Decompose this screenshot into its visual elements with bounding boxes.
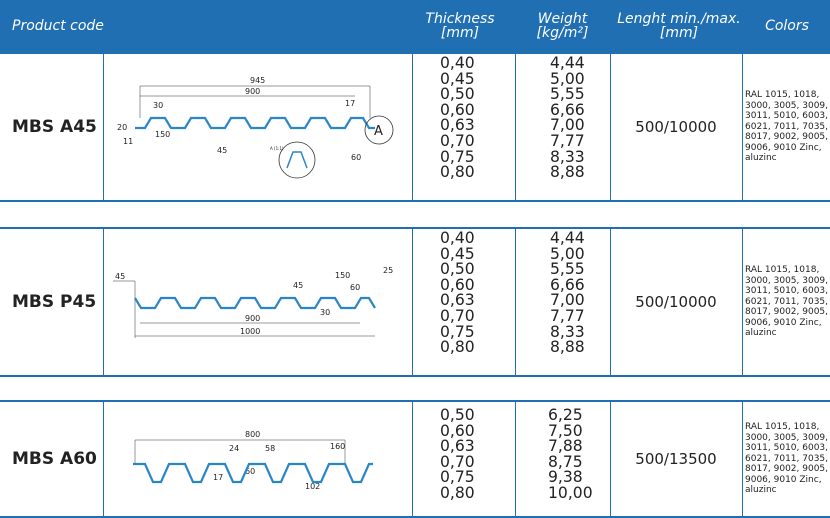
dim-17: 17	[345, 99, 355, 108]
dim-60: 60	[245, 467, 255, 476]
dim-58: 58	[265, 444, 275, 453]
product-code: MBS P45	[12, 292, 97, 312]
dim-160: 160	[330, 442, 345, 451]
dim-25: 25	[383, 266, 393, 275]
profile-drawing-a45: 945 900 30 17 20 11 150 45 60 A A (1:1)	[117, 76, 394, 179]
cell-divider	[412, 54, 413, 200]
product-row-a60: MBS A60 0,50 0,60 0,63 0,70 0,75 0,80 6,25 7,5…	[0, 400, 830, 518]
colors-list: RAL 1015, 1018, 3000, 3005, 3009, 3011, …	[745, 422, 829, 496]
header-product-code: Product code	[12, 18, 104, 34]
dim-17: 17	[213, 473, 223, 482]
dim-30: 30	[153, 101, 163, 110]
product-code: MBS A60	[12, 449, 97, 469]
header-weight: Weight [kg/m²]	[536, 11, 589, 41]
product-row-a45: MBS A45 0,40 0,45 0,50 0,60 0,63 0,70 0,75 0,80…	[0, 52, 830, 202]
dim-45-mid: 45	[293, 281, 303, 290]
detail-label: A	[374, 124, 383, 139]
cell-divider	[103, 54, 104, 200]
dim-24: 24	[229, 444, 239, 453]
header-colors: Colors	[765, 18, 809, 34]
thickness-list: 0,50 0,60 0,63 0,70 0,75 0,80	[440, 406, 475, 502]
cell-divider	[515, 54, 516, 200]
dim-11: 11	[123, 137, 133, 146]
length-value: 500/10000	[635, 118, 717, 136]
cell-divider	[515, 402, 516, 516]
thickness-list: 0,40 0,45 0,50 0,60 0,63 0,70 0,75 0,80	[440, 229, 475, 357]
dim-150: 150	[155, 130, 170, 139]
dim-45: 45	[217, 146, 227, 155]
cell-divider	[412, 229, 413, 375]
dim-945: 945	[250, 76, 265, 85]
header-length: Lenght min./max. [mm]	[617, 11, 741, 41]
weight-list: 4,44 5,00 5,55 6,66 7,00 7,77 8,33 8,88	[550, 54, 585, 182]
product-row-p45: MBS P45 0,40 0,45 0,50 0,60 0,63 0,70 0,75 0,80…	[0, 227, 830, 377]
cell-divider	[610, 229, 611, 375]
product-code: MBS A45	[12, 117, 97, 137]
cell-divider	[742, 229, 743, 375]
cell-divider	[515, 229, 516, 375]
dim-30: 30	[320, 308, 330, 317]
dim-1000: 1000	[240, 327, 260, 336]
detail-small-label: A (1:1)	[270, 146, 284, 151]
dim-60: 60	[351, 153, 361, 162]
dim-60: 60	[350, 283, 360, 292]
weight-list: 4,44 5,00 5,55 6,66 7,00 7,77 8,33 8,88	[550, 229, 585, 357]
dim-102: 102	[305, 482, 320, 491]
dim-20: 20	[117, 123, 127, 132]
profile-drawing-a60: 800 24 58 160 60 17 102	[133, 430, 373, 491]
cell-divider	[610, 402, 611, 516]
cell-divider	[742, 54, 743, 200]
length-value: 500/13500	[635, 450, 717, 468]
dim-900: 900	[245, 314, 260, 323]
dim-900: 900	[245, 87, 260, 96]
cell-divider	[103, 402, 104, 516]
dim-150: 150	[335, 271, 350, 280]
weight-list: 6,25 7,50 7,88 8,75 9,38 10,00	[548, 406, 593, 502]
cell-divider	[742, 402, 743, 516]
thickness-list: 0,40 0,45 0,50 0,60 0,63 0,70 0,75 0,80	[440, 54, 475, 182]
cell-divider	[103, 229, 104, 375]
table-header: Product code Thickness [mm] Weight [kg/m…	[0, 0, 830, 52]
length-value: 500/10000	[635, 293, 717, 311]
cell-divider	[610, 54, 611, 200]
profile-drawing-p45: 45 45 150 25 60 30 900 1000	[113, 266, 393, 338]
dim-800: 800	[245, 430, 260, 439]
cell-divider	[412, 402, 413, 516]
colors-list: RAL 1015, 1018, 3000, 3005, 3009, 3011, …	[745, 265, 829, 339]
dim-45-left: 45	[115, 272, 125, 281]
header-thickness: Thickness [mm]	[425, 11, 495, 41]
colors-list: RAL 1015, 1018, 3000, 3005, 3009, 3011, …	[745, 90, 829, 164]
